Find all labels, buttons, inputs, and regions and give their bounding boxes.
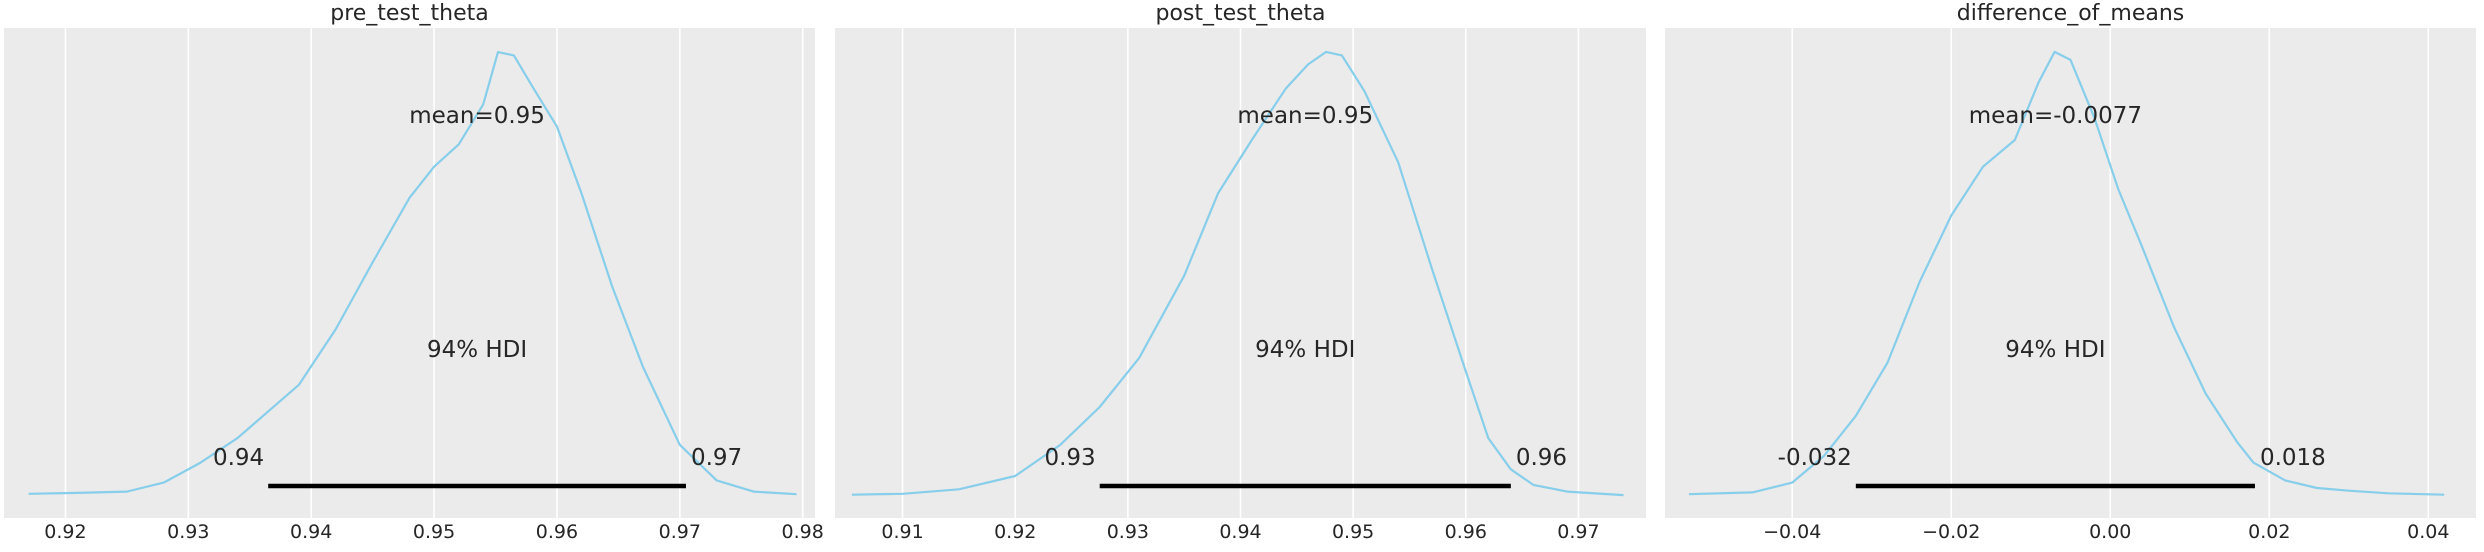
- chart-title: pre_test_theta: [330, 1, 489, 26]
- x-tick-label: 0.97: [1557, 521, 1599, 543]
- x-tick-label: 0.94: [290, 521, 332, 543]
- hdi-low-label: 0.93: [1044, 445, 1095, 471]
- x-tick-label: 0.04: [2407, 521, 2449, 543]
- x-tick-label: 0.93: [167, 521, 209, 543]
- density-line: [1688, 50, 2445, 496]
- chart-panel-2: post_test_theta mean=0.95 94% HDI 0.93 0.96 0…: [835, 1, 1646, 543]
- density-line: [28, 50, 797, 496]
- hdi-high-label: 0.97: [691, 445, 742, 471]
- x-tick-label: 0.96: [536, 521, 578, 543]
- hdi-label: 94% HDI: [427, 337, 527, 363]
- x-tick-label: −0.04: [1763, 521, 1821, 543]
- x-tick-label: 0.92: [44, 521, 86, 543]
- hdi-label: 94% HDI: [1255, 337, 1355, 363]
- hdi-low-label: -0.032: [1778, 445, 1852, 471]
- mean-label: mean=-0.0077: [1969, 103, 2142, 129]
- x-tick-label: 0.94: [1219, 521, 1261, 543]
- x-tick-label: 0.93: [1107, 521, 1149, 543]
- plot-area: [1665, 28, 2476, 518]
- mean-label: mean=0.95: [1237, 103, 1373, 129]
- mean-label: mean=0.95: [409, 103, 545, 129]
- hdi-high-label: 0.96: [1516, 445, 1567, 471]
- hdi-low-label: 0.94: [213, 445, 264, 471]
- chart-panel-1: pre_test_theta mean=0.95 94% HDI 0.94 0.97 0.…: [4, 1, 824, 543]
- x-tick-label: 0.95: [413, 521, 455, 543]
- x-tick-label: −0.02: [1922, 521, 1980, 543]
- x-tick-label: 0.98: [782, 521, 824, 543]
- chart-panel-3: difference_of_means mean=-0.0077 94% HDI -0…: [1665, 1, 2476, 543]
- hdi-label: 94% HDI: [2005, 337, 2105, 363]
- chart-title: post_test_theta: [1156, 1, 1326, 26]
- x-tick-label: 0.95: [1332, 521, 1374, 543]
- x-tick-label: 0.00: [2089, 521, 2131, 543]
- x-tick-label: 0.97: [659, 521, 701, 543]
- hdi-high-label: 0.018: [2260, 445, 2326, 471]
- chart-title: difference_of_means: [1957, 1, 2185, 26]
- x-tick-label: 0.02: [2248, 521, 2290, 543]
- x-tick-label: 0.91: [881, 521, 923, 543]
- x-tick-label: 0.92: [994, 521, 1036, 543]
- density-line: [851, 50, 1624, 497]
- x-tick-label: 0.96: [1445, 521, 1487, 543]
